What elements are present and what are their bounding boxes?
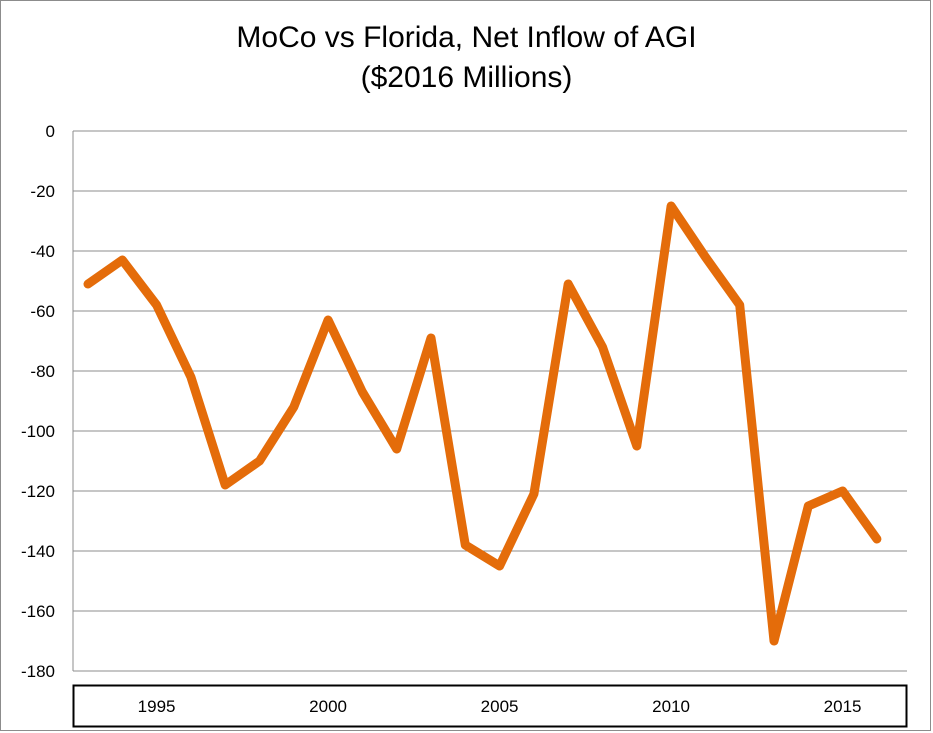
x-tick-label: 2000 [309, 697, 347, 716]
y-tick-label: -80 [30, 362, 55, 381]
data-point [430, 337, 432, 339]
data-point [293, 406, 295, 408]
data-point [704, 256, 706, 258]
x-tick-label: 2010 [652, 697, 690, 716]
data-point [636, 445, 638, 447]
data-point [259, 460, 260, 462]
data-point [190, 376, 192, 378]
data-point [567, 283, 569, 285]
x-tick-label: 2005 [481, 697, 519, 716]
x-tick-label: 1995 [138, 697, 176, 716]
y-tick-label: -120 [21, 482, 55, 501]
data-point [396, 448, 398, 450]
data-point [876, 538, 878, 540]
x-axis-box [72, 684, 908, 728]
data-point [842, 490, 844, 492]
y-tick-label: -60 [30, 302, 55, 321]
data-point [499, 565, 501, 567]
chart-title: MoCo vs Florida, Net Inflow of AGI ($201… [0, 18, 933, 98]
data-point [602, 346, 603, 348]
series-line [83, 201, 882, 646]
chart-title-line1: MoCo vs Florida, Net Inflow of AGI [236, 21, 697, 54]
data-point [533, 493, 535, 495]
y-tick-label: -160 [21, 602, 55, 621]
data-point [121, 259, 123, 261]
data-point [327, 319, 329, 321]
data-point [773, 640, 775, 642]
y-tick-label: 0 [46, 122, 55, 141]
x-tick-label: 2015 [824, 697, 862, 716]
data-point [807, 505, 809, 507]
data-point [156, 304, 158, 306]
y-tick-label: -140 [21, 542, 55, 561]
y-tick-label: -100 [21, 422, 55, 441]
y-tick-label: -180 [21, 662, 55, 681]
chart-title-line2: ($2016 Millions) [360, 61, 573, 94]
data-point [739, 304, 741, 306]
data-point [464, 544, 466, 546]
data-point [670, 205, 672, 207]
data-point [87, 283, 89, 285]
data-point [361, 391, 363, 393]
y-tick-label: -40 [30, 242, 55, 261]
data-point [224, 484, 226, 486]
y-tick-label: -20 [30, 182, 55, 201]
